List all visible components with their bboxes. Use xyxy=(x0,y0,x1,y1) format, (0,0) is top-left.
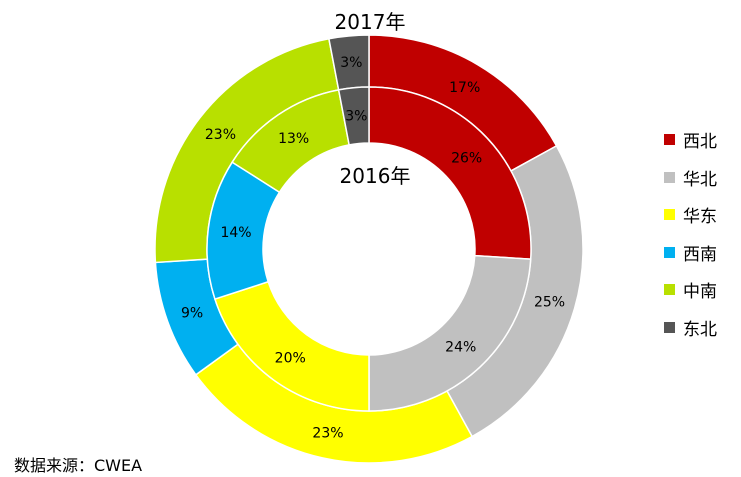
legend-label: 西南 xyxy=(683,244,717,265)
legend: 西北 华北 华东 西南 中南 东北 xyxy=(664,128,717,353)
outer-slice-label-4: 23% xyxy=(205,127,236,143)
outer-slice-label-5: 3% xyxy=(340,55,362,71)
legend-label: 中南 xyxy=(683,282,717,302)
outer-slice-label-1: 25% xyxy=(534,294,565,310)
legend-swatch xyxy=(664,171,675,183)
legend-swatch xyxy=(664,134,675,145)
legend-swatch xyxy=(664,209,675,220)
inner-slice-label-1: 24% xyxy=(445,340,476,356)
legend-swatch xyxy=(664,284,675,295)
inner-slice-label-2: 20% xyxy=(275,350,306,366)
inner-slice-label-0: 26% xyxy=(451,150,482,166)
legend-label: 华东 xyxy=(683,207,717,227)
legend-item-zhongnan: 中南 xyxy=(664,278,717,302)
inner-slice-5 xyxy=(337,86,370,146)
legend-label: 华北 xyxy=(683,169,717,190)
outer-slice-label-0: 17% xyxy=(449,80,480,96)
inner-ring-2016 xyxy=(206,86,532,412)
legend-label: 西北 xyxy=(683,132,717,152)
legend-item-xinan: 西南 xyxy=(664,241,717,265)
outer-slice-label-2: 23% xyxy=(312,425,343,441)
legend-swatch xyxy=(664,246,675,258)
legend-item-huadong: 华东 xyxy=(664,203,717,227)
slice-labels: 17% 25% 23% 9% 23% 3% 26% 24% 20% 14% 13% 3% xyxy=(181,55,565,442)
inner-slice-label-5: 3% xyxy=(345,109,367,125)
legend-swatch xyxy=(664,321,675,333)
legend-item-huabei: 华北 xyxy=(664,166,717,190)
source-note: 数据来源：CWEA xyxy=(14,456,143,475)
legend-label: 东北 xyxy=(683,319,717,340)
inner-ring-title: 2016年 xyxy=(339,164,411,188)
outer-ring-title: 2017年 xyxy=(334,10,406,34)
legend-item-dongbei: 东北 xyxy=(664,316,717,340)
inner-slice-label-4: 13% xyxy=(278,131,309,147)
legend-item-xibei: 西北 xyxy=(664,128,717,152)
inner-slice-1 xyxy=(368,254,532,412)
outer-slice-label-3: 9% xyxy=(181,306,203,322)
inner-slice-label-3: 14% xyxy=(220,225,251,241)
